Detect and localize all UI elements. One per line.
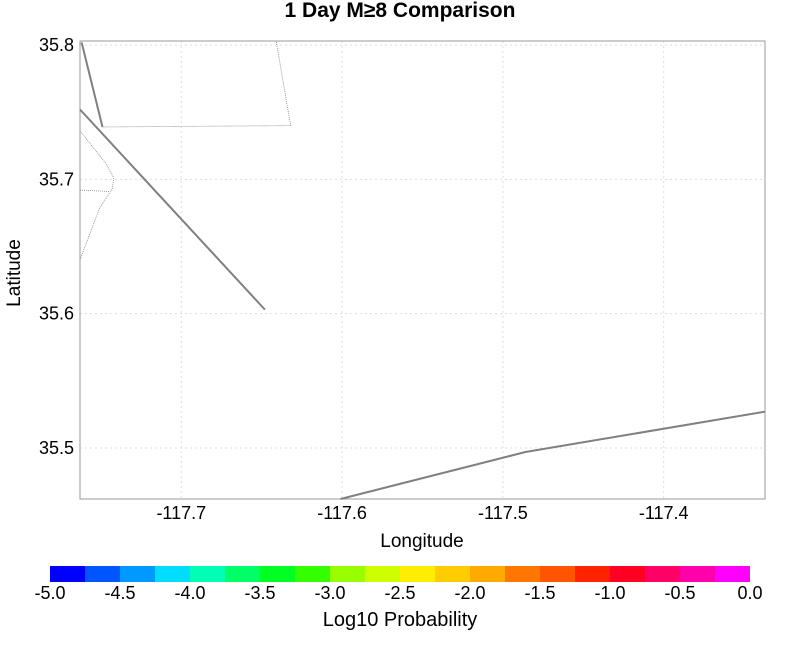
fault-line [79, 108, 266, 311]
y-tick-labels: 35.8 35.7 35.6 35.5 [39, 35, 74, 458]
plot-frame [79, 40, 766, 500]
x-tick-label: -117.4 [639, 503, 689, 523]
colorbar-segment [225, 566, 260, 582]
grid-lines [80, 41, 765, 499]
colorbar-tick: -5.0 [34, 583, 66, 603]
colorbar-segment [680, 566, 715, 582]
map-features [79, 40, 766, 500]
colorbar-tick: -2.0 [454, 583, 486, 603]
colorbar-segment [85, 566, 120, 582]
colorbar-segment [645, 566, 680, 582]
y-tick-label: 35.6 [39, 304, 74, 324]
colorbar-tick: -4.5 [104, 583, 136, 603]
colorbar-segment [190, 566, 225, 582]
colorbar-segment [610, 566, 645, 582]
x-tick-label: -117.5 [478, 503, 528, 523]
boundary-line [102, 40, 292, 128]
map-title: 1 Day M≥8 Comparison [284, 0, 516, 22]
x-tick-labels: -117.7 -117.6 -117.5 -117.4 [156, 503, 688, 523]
fault-line [340, 410, 766, 500]
x-tick-label: -117.7 [156, 503, 206, 523]
colorbar-segment [155, 566, 190, 582]
colorbar-segment [575, 566, 610, 582]
boundary-line [79, 130, 115, 261]
fault-line [80, 42, 104, 128]
colorbar-label: Log10 Probability [322, 609, 478, 631]
colorbar-segment [505, 566, 540, 582]
colorbar-tick: -3.5 [244, 583, 276, 603]
colorbar-segment [400, 566, 435, 582]
y-tick-label: 35.5 [39, 438, 74, 458]
colorbar-tick: -4.0 [174, 583, 206, 603]
colorbar-segment [295, 566, 330, 582]
x-axis-label: Longitude [380, 531, 463, 552]
colorbar [50, 566, 750, 582]
x-tick-label: -117.6 [317, 503, 367, 523]
y-tick-label: 35.7 [39, 169, 74, 189]
map-plot: -117.7 -117.6 -117.5 -117.4 35.835.735.635.… [4, 35, 766, 552]
colorbar-segment [470, 566, 505, 582]
colorbar-segment [260, 566, 295, 582]
colorbar-segment [540, 566, 575, 582]
colorbar-tick-labels: -5.0 -4.5 -4.0 -3.5 -3.0 -2.5 -2.0 -1.5 -1.0 -0.5… [0, 583, 800, 605]
boundary-line [79, 189, 109, 192]
colorbar-tick: 0.0 [737, 583, 763, 603]
y-tick-label: 35.8 [39, 35, 74, 55]
colorbar-segment [330, 566, 365, 582]
colorbar-segment [50, 566, 85, 582]
colorbar-tick: -3.0 [314, 583, 346, 603]
y-axis-label: Latitude [4, 239, 25, 307]
colorbar-segment [365, 566, 400, 582]
colorbar-tick: -1.0 [594, 583, 626, 603]
colorbar-tick: -0.5 [664, 583, 696, 603]
colorbar-segment [435, 566, 470, 582]
colorbar-tick: -1.5 [524, 583, 556, 603]
colorbar-segment [120, 566, 155, 582]
colorbar-tick: -2.5 [384, 583, 416, 603]
colorbar-segment [715, 566, 750, 582]
